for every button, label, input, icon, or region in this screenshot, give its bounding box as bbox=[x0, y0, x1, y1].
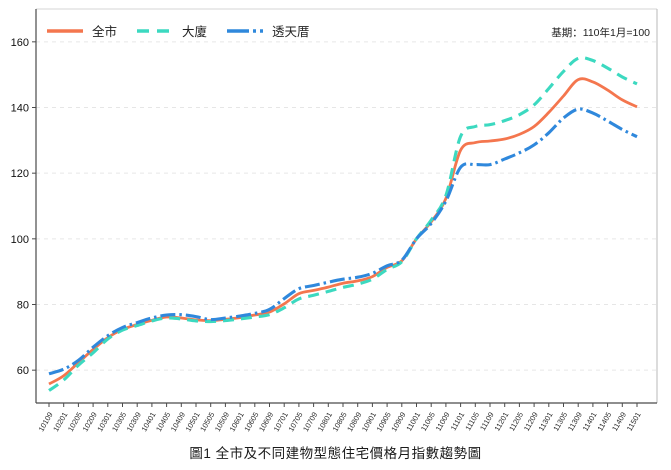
legend-label-townhouse: 透天厝 bbox=[272, 25, 310, 39]
legend-label-all-city: 全市 bbox=[92, 25, 118, 39]
trend-chart: 6080100120140160101091020110205102091030… bbox=[11, 8, 658, 434]
legend-swatch-apartment bbox=[137, 28, 174, 33]
y-tick-label-140: 140 bbox=[11, 103, 29, 115]
legend-swatch-townhouse bbox=[227, 28, 264, 33]
legend-label-apartment: 大廈 bbox=[182, 25, 208, 39]
x-tick-label: 11009 bbox=[434, 411, 452, 433]
legend-item-apartment: 大廈 bbox=[136, 21, 207, 40]
series-line-0-solid bbox=[48, 77, 638, 386]
x-tick-label: 11501 bbox=[625, 411, 643, 433]
y-tick-label-100: 100 bbox=[11, 234, 29, 246]
y-tick-label-160: 160 bbox=[11, 37, 29, 49]
legend-swatch-all-city bbox=[47, 28, 83, 33]
legend: 全市 大廈 透天厝 bbox=[46, 21, 310, 40]
series-line-2-dashdot bbox=[48, 107, 638, 376]
y-tick-label-60: 60 bbox=[17, 365, 29, 377]
chart-title: 圖1 全市及不同建物型態住宅價格月指數趨勢圖 bbox=[189, 446, 482, 461]
base-period-note: 基期：110年1月=100 bbox=[551, 27, 650, 39]
series-line-1-dashed bbox=[48, 56, 638, 392]
legend-item-all-city: 全市 bbox=[46, 21, 117, 40]
x-tick-label: 10909 bbox=[389, 411, 407, 434]
y-tick-label-120: 120 bbox=[11, 168, 29, 180]
y-tick-label-80: 80 bbox=[17, 300, 29, 312]
legend-item-townhouse: 透天厝 bbox=[226, 21, 310, 40]
